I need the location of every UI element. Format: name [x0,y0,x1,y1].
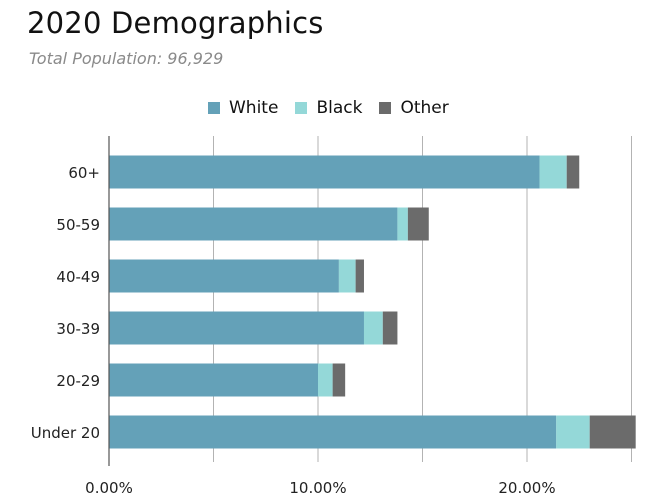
bar-20-29-other[interactable] [332,363,346,397]
legend-swatch-black [295,102,308,114]
y-tick-label: 60+ [68,164,100,182]
legend-swatch-white [208,102,220,114]
chart-title: 2020 Demographics [27,6,324,40]
legend-label-other: Other [400,98,449,118]
legend-item-white[interactable]: White [208,98,278,118]
x-tick-label: 20.00% [498,479,555,497]
bar-30-39-other[interactable] [382,311,398,345]
bar-40-49-black[interactable] [338,259,356,293]
bar-30-39-black[interactable] [363,311,383,345]
bar-under-20-black[interactable] [556,415,590,449]
legend-label-black: Black [316,98,363,118]
chart-subtitle: Total Population: 96,929 [29,49,224,68]
legend-swatch-other [379,102,392,114]
bar-50-59-black[interactable] [397,207,408,241]
y-tick-label: 50-59 [56,216,100,234]
legend-label-white: White [229,98,279,118]
bar-60+-other[interactable] [566,155,580,189]
y-tick-label: 20-29 [56,372,100,390]
bar-40-49-other[interactable] [355,259,364,293]
bar-20-29-white[interactable] [109,363,318,397]
bar-under-20-other[interactable] [589,415,636,449]
x-tick-label: 10.00% [289,479,346,497]
bar-60+-black[interactable] [539,155,567,189]
legend-item-other[interactable]: Other [379,98,449,118]
bar-30-39-white[interactable] [109,311,364,345]
legend: White Black Other [208,98,466,118]
bar-50-59-other[interactable] [407,207,429,241]
y-tick-label: 30-39 [56,320,100,338]
bar-under-20-white[interactable] [109,415,557,449]
x-tick-label: 0.00% [85,479,133,497]
bar-60+-white[interactable] [109,155,540,189]
bar-20-29-black[interactable] [318,363,333,397]
y-tick-label: 40-49 [56,268,100,286]
bar-50-59-white[interactable] [109,207,398,241]
legend-item-black[interactable]: Black [295,98,362,118]
y-tick-label: Under 20 [31,424,100,442]
bar-40-49-white[interactable] [109,259,339,293]
